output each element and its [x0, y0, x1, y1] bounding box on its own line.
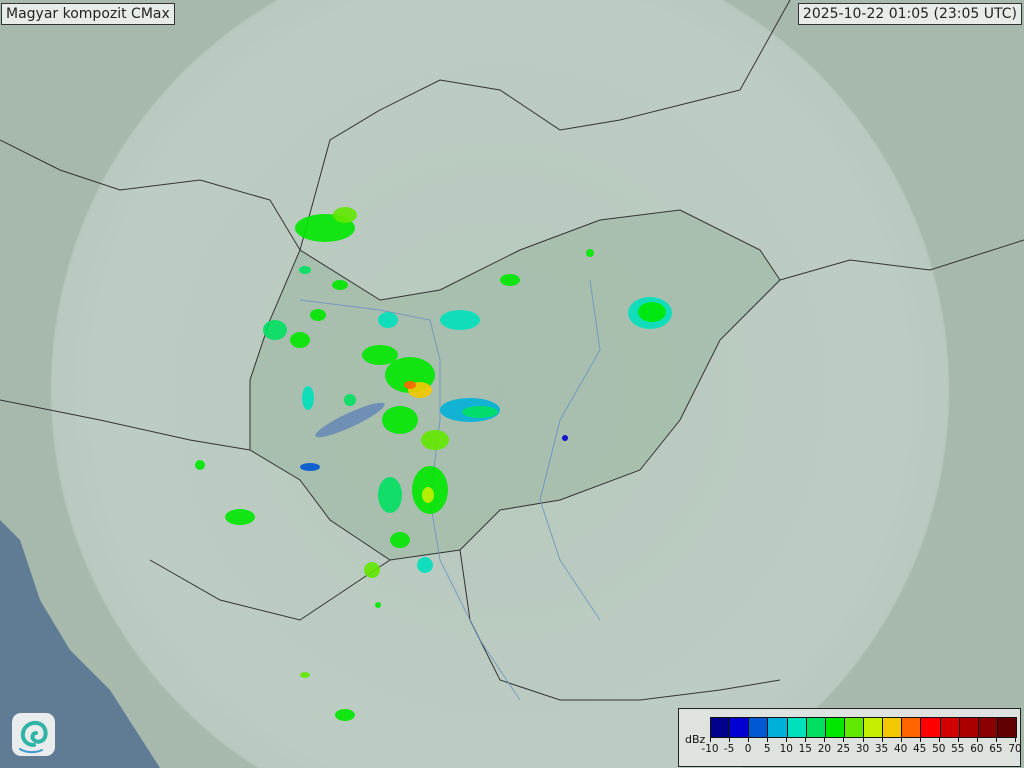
legend-color-cell	[749, 718, 769, 737]
rivers	[299, 279, 601, 701]
radar-echo	[335, 709, 355, 721]
legend-color-cell	[864, 718, 884, 737]
legend-color-cell	[787, 718, 807, 737]
legend-tick	[938, 737, 940, 742]
legend-tick	[995, 737, 997, 742]
radar-echo	[263, 320, 287, 340]
legend-tick	[729, 737, 731, 742]
legend-tick-label: 5	[763, 743, 771, 755]
legend-color-cell	[902, 718, 922, 737]
radar-echo	[378, 312, 398, 328]
legend-color-cell	[711, 718, 731, 737]
radar-echo	[390, 532, 410, 548]
legend-tick-label: 60	[970, 743, 984, 755]
legend-color-cell	[730, 718, 750, 737]
radar-echo	[299, 266, 311, 274]
legend-tick	[1015, 737, 1016, 742]
radar-echo	[421, 430, 449, 450]
map-title: Magyar kompozit CMax	[1, 3, 175, 25]
legend-tick	[710, 737, 711, 742]
legend-tick	[976, 737, 978, 742]
radar-echo	[375, 602, 381, 608]
legend-tick-label: 45	[913, 743, 927, 755]
legend-tick-label: 35	[874, 743, 889, 755]
radar-echo	[225, 509, 255, 525]
legend-unit: dBz	[685, 733, 706, 746]
legend-ticks: -10 -5 0 5 10 15 20 25 30 35 40 45 50 55 60 65 70	[701, 737, 1022, 763]
legend-tick-label: 0	[744, 743, 752, 755]
radar-echo	[195, 460, 205, 470]
radar-echo	[378, 477, 402, 513]
legend-tick	[748, 737, 750, 742]
radar-echo	[638, 302, 666, 322]
legend-tick-label: -5	[723, 743, 735, 755]
radar-echo	[440, 310, 480, 330]
radar-echo	[362, 345, 398, 365]
legend-tick	[862, 737, 864, 742]
legend-colorbar	[710, 717, 1017, 738]
legend-tick	[957, 737, 959, 742]
legend-tick-label: 25	[836, 743, 851, 755]
legend-color-cell	[768, 718, 788, 737]
radar-echo	[462, 406, 498, 418]
legend-color-cell	[921, 718, 941, 737]
legend-tick-label: 55	[951, 743, 965, 755]
legend-color-cell	[959, 718, 979, 737]
radar-echo	[344, 394, 356, 406]
radar-echo	[300, 672, 310, 678]
radar-echo	[562, 435, 568, 441]
radar-echo	[417, 557, 433, 573]
legend-tick-label: 40	[893, 743, 908, 755]
legend-color-cell	[806, 718, 826, 737]
legend-tick-label: 10	[779, 743, 793, 755]
legend-tick	[767, 737, 769, 742]
legend-tick	[900, 737, 902, 742]
legend-tick	[843, 737, 845, 742]
legend-color-cell	[978, 718, 998, 737]
radar-echo	[302, 386, 314, 410]
legend-color-cell	[940, 718, 960, 737]
legend-tick	[919, 737, 921, 742]
radar-echo	[404, 381, 416, 389]
radar-echo	[333, 207, 357, 223]
legend-color-cell	[997, 718, 1016, 737]
legend-tick-label: -10	[701, 743, 719, 755]
legend-color-cell	[825, 718, 845, 737]
legend-tick-label: 50	[932, 743, 946, 755]
legend-tick-label: 70	[1008, 743, 1022, 755]
legend-tick	[805, 737, 807, 742]
legend-tick	[824, 737, 826, 742]
radar-echo	[382, 406, 418, 434]
legend-tick	[786, 737, 788, 742]
legend-tick-label: 20	[817, 743, 832, 755]
radar-echo	[290, 332, 310, 348]
radar-echo	[586, 249, 594, 257]
radar-echoes	[195, 207, 672, 721]
radar-echo	[332, 280, 348, 290]
legend-color-cell	[883, 718, 903, 737]
dbz-legend: dBz -10 -5 0 5 10 15 20 25 30 35 40 45 50 55 60 65 70	[678, 708, 1022, 767]
legend-tick	[881, 737, 883, 742]
swirl-logo-icon	[12, 713, 55, 756]
radar-echo	[500, 274, 520, 286]
timestamp: 2025-10-22 01:05 (23:05 UTC)	[797, 3, 1022, 25]
lake-balaton	[315, 402, 385, 438]
radar-echo	[300, 463, 320, 471]
radar-echo	[364, 562, 380, 578]
legend-tick-label: 30	[855, 743, 870, 755]
legend-color-cell	[844, 718, 864, 737]
legend-tick-label: 15	[798, 743, 812, 755]
radar-echo	[310, 309, 326, 321]
legend-tick-label: 65	[989, 743, 1003, 755]
radar-echo	[422, 487, 434, 503]
